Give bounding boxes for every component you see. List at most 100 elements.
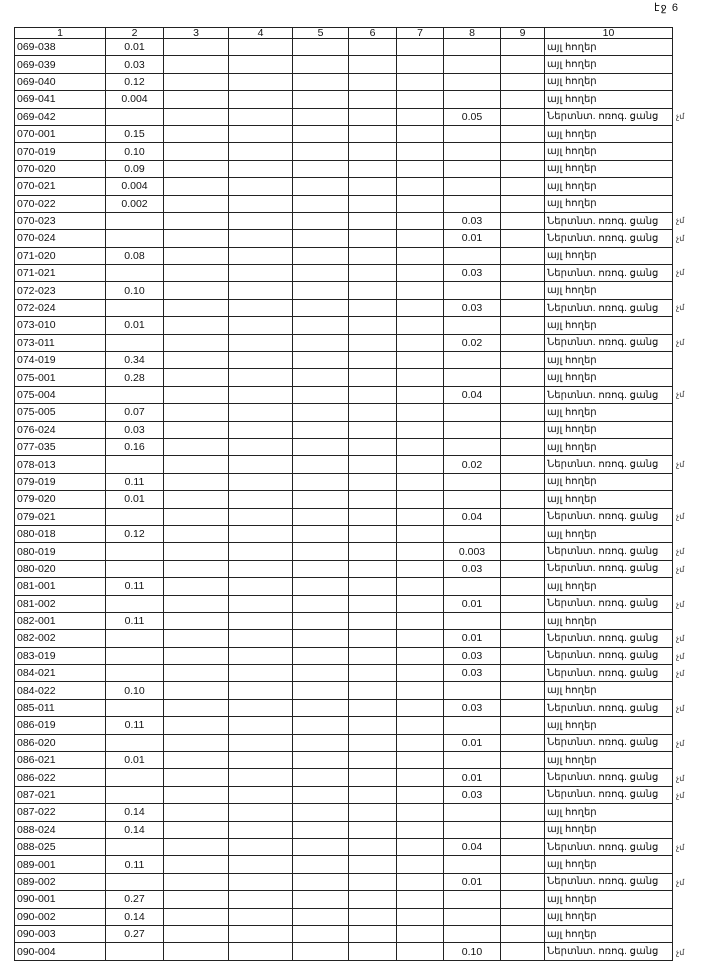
margin-mark: չմ [676,947,685,957]
land-type-cell: Ներտնտ. ոռոգ. ցանց [544,664,673,683]
table-row: 086-022 0.01 Ներտնտ. ոռոգ. ցանց [14,768,673,787]
empty-cell [396,385,444,405]
empty-cell [348,37,397,57]
table-row: 089-002 0.01 Ներտնտ. ոռոգ. ցանց [14,872,673,892]
empty-cell [348,785,397,805]
table-row: 076-024 0.03 այլ հողեր [14,420,673,439]
area-col8-cell [443,72,501,92]
margin-mark [676,526,706,543]
land-type-cell: այլ հողեր [544,803,673,822]
margin-mark: չմ [676,338,685,348]
empty-cell [396,924,444,944]
margin-mark: չմ [676,460,685,470]
area-col8-cell: 0.03 [443,211,501,231]
area-col8-cell [443,159,501,179]
empty-cell [348,855,397,874]
area-col2-cell: 0.12 [105,524,164,544]
parcel-id-cell: 073-011 [14,333,106,353]
empty-cell [348,542,397,561]
table-row: 070-001 0.15 այլ հողեր [14,124,673,144]
empty-cell [228,90,293,109]
margin-mark: չմ [676,390,685,400]
empty-cell [396,246,444,266]
table-row: 069-041 0.004 այլ հողեր [14,90,673,109]
empty-cell [292,403,349,422]
table-row: 072-024 0.03 Ներտնտ. ոռոգ. ցանց [14,298,673,318]
parcel-id-cell: 073-010 [14,316,106,335]
empty-cell [348,907,397,926]
parcel-id-cell: 071-021 [14,264,106,283]
empty-cell [228,785,293,805]
margin-mark: չմ [676,773,685,783]
empty-cell [292,542,349,561]
empty-cell [396,629,444,648]
area-col8-cell [443,437,501,457]
parcel-id-cell: 083-019 [14,646,106,666]
empty-cell [396,333,444,353]
empty-cell [396,907,444,926]
empty-cell [500,837,545,857]
empty-cell [228,177,293,196]
empty-cell [396,229,444,248]
empty-cell [348,55,397,74]
empty-cell [348,420,397,439]
empty-cell [228,942,293,961]
empty-cell [500,629,545,648]
area-col2-cell: 0.12 [105,72,164,92]
empty-cell [163,368,229,387]
parcel-id-cell: 075-005 [14,403,106,422]
empty-cell [163,785,229,805]
page-number: էջ 6 [654,2,679,14]
margin-mark: չմ [676,634,685,644]
empty-cell [292,785,349,805]
area-col2-cell [105,559,164,579]
land-type-cell: այլ հողեր [544,524,673,544]
land-type-cell: այլ հողեր [544,37,673,57]
empty-cell [348,403,397,422]
empty-cell [228,420,293,439]
empty-cell [292,333,349,353]
empty-cell [228,768,293,787]
table-row: 069-038 0.01 այլ հողեր [14,37,673,57]
empty-cell [228,837,293,857]
area-col8-cell [443,37,501,57]
area-col8-cell: 0.04 [443,507,501,526]
area-col8-cell [443,420,501,439]
empty-cell [163,907,229,926]
empty-cell [163,246,229,266]
margin-mark: չմ [676,564,685,574]
margin-mark [676,160,706,177]
margin-mark: չմ [676,599,685,609]
empty-cell [292,820,349,839]
table-row: 069-042 0.05 Ներտնտ. ոռոգ. ցանց [14,107,673,126]
parcel-id-cell: 077-035 [14,437,106,457]
empty-cell [500,385,545,405]
land-type-cell: Ներտնտ. ոռոգ. ցանց [544,542,673,561]
parcel-id-cell: 090-003 [14,924,106,944]
land-type-cell: այլ հողեր [544,924,673,944]
land-type-cell: Ներտնտ. ոռոգ. ցանց [544,229,673,248]
empty-cell [228,194,293,213]
land-type-cell: Ներտնտ. ոռոգ. ցանց [544,785,673,805]
parcel-id-cell: 069-042 [14,107,106,126]
empty-cell [396,490,444,509]
empty-cell [348,872,397,892]
column-header-5: 5 [292,27,349,39]
empty-cell [500,455,545,474]
empty-cell [228,368,293,387]
margin-mark: չմ [676,233,685,243]
table-row: 086-020 0.01 Ներտնտ. ոռոգ. ցանց [14,733,673,753]
area-col2-cell: 0.14 [105,803,164,822]
empty-cell [228,681,293,700]
land-type-cell: Ներտնտ. ոռոգ. ցանց [544,768,673,787]
empty-cell [292,855,349,874]
empty-cell [228,577,293,596]
margin-mark [676,892,706,909]
empty-cell [396,542,444,561]
empty-cell [348,594,397,613]
area-col2-cell: 0.07 [105,403,164,422]
parcel-id-cell: 075-004 [14,385,106,405]
column-header-4: 4 [228,27,293,39]
margin-mark [676,717,706,734]
land-type-cell: այլ հողեր [544,907,673,926]
